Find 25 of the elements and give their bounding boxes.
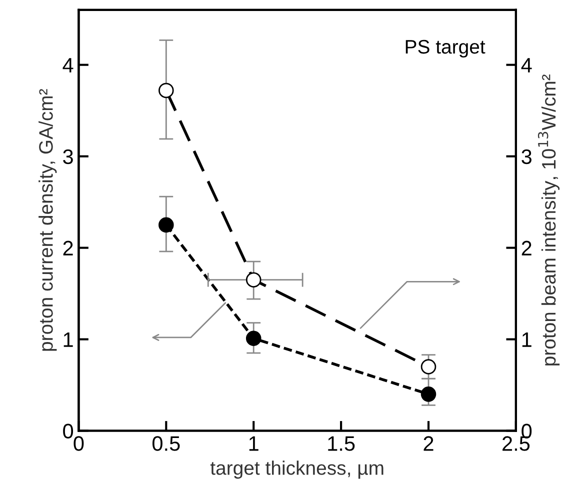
y2-tick-label: 4 <box>521 58 532 72</box>
y2-tick-label: 2 <box>522 240 532 256</box>
y-tick-label: 4 <box>62 58 74 72</box>
point <box>246 330 262 346</box>
y-tick-label: 1 <box>64 332 73 347</box>
point <box>246 272 262 288</box>
x-tick-label: 2.5 <box>502 436 530 451</box>
y2-axis-title: proton beam intensity, 10$^{13}$W/cm² <box>538 74 560 366</box>
y-tick-label: 3 <box>63 149 73 164</box>
y2-tick-label: 3 <box>522 149 532 164</box>
x-tick-label: 0 <box>74 436 84 451</box>
x-tick-label: 0.5 <box>152 436 180 451</box>
y2-tick-label: 1 <box>522 332 532 347</box>
annotation: PS target <box>406 40 486 58</box>
y-axis-title: proton current density, GA/cm² <box>38 89 57 351</box>
x-tick-label: 1 <box>249 436 258 451</box>
y-tick-label: 0 <box>63 424 74 439</box>
point <box>158 82 174 98</box>
x-tick-label: 1.5 <box>328 436 355 451</box>
y-tick-label: 2 <box>63 240 73 256</box>
point <box>158 217 174 233</box>
point <box>420 359 436 374</box>
x-tick-label: 2 <box>424 436 434 451</box>
point <box>420 386 436 402</box>
x-axis-title: target thickness, µm <box>210 460 384 479</box>
